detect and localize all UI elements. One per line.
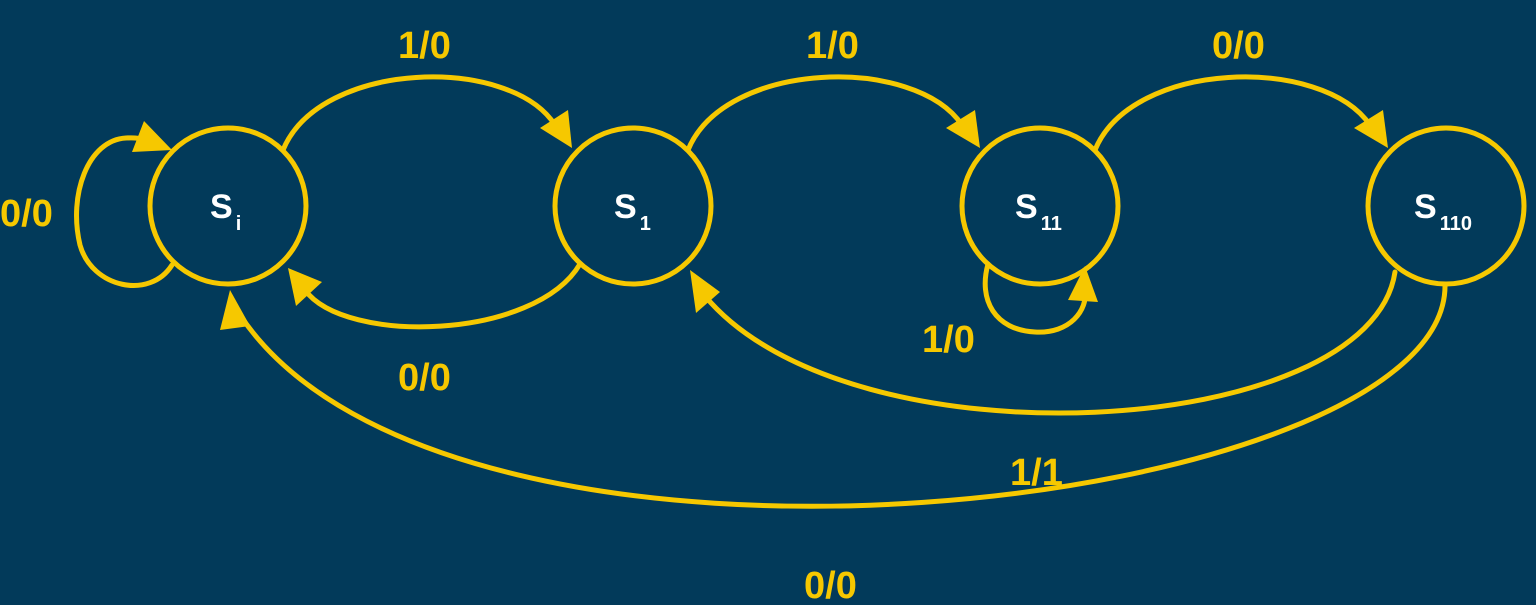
- state-s110-label: S 110: [1414, 188, 1472, 235]
- edge-s110-to-s1: [702, 269, 1398, 416]
- edge-label-s11-self: 1/0: [922, 319, 975, 361]
- edge-label-si-self: 0/0: [0, 193, 53, 235]
- edge-si-self-loop-arrowhead: [132, 121, 172, 152]
- edge-label-si-to-s1: 1/0: [398, 25, 451, 67]
- edge-label-s1-to-si: 0/0: [398, 357, 451, 399]
- edge-si-to-s1: [280, 74, 558, 153]
- edge-label-s110-to-s1: 1/1: [1010, 452, 1063, 494]
- edge-si-to-s1-arrowhead: [540, 110, 572, 148]
- edge-s11-to-s110: [1092, 74, 1373, 153]
- state-s11-circle: [959, 125, 1121, 287]
- edge-s11-to-s110-arrowhead: [1354, 110, 1388, 148]
- edge-label-s11-to-s110: 0/0: [1212, 25, 1265, 67]
- edge-si-self-loop: [74, 135, 175, 288]
- edge-s11-self-loop-arrowhead: [1068, 266, 1098, 302]
- edge-s1-to-si: [302, 261, 583, 330]
- state-s1-circle: [552, 125, 714, 287]
- state-s11-label: S 11: [1015, 188, 1062, 235]
- edge-label-s1-to-s11: 1/0: [806, 25, 859, 67]
- state-si-circle: [147, 125, 309, 287]
- edge-s110-to-si: [237, 281, 1448, 509]
- edge-s110-to-s1-arrowhead: [690, 270, 720, 313]
- edge-s1-to-si-arrowhead: [288, 268, 322, 306]
- edge-s110-to-si-arrowhead: [220, 290, 250, 330]
- edge-s1-to-s11: [685, 74, 965, 153]
- state-s110-circle: [1365, 125, 1527, 287]
- edge-s11-self-loop: [982, 261, 1088, 335]
- edge-label-s110-to-si: 0/0: [804, 565, 857, 605]
- edge-s1-to-s11-arrowhead: [946, 110, 980, 148]
